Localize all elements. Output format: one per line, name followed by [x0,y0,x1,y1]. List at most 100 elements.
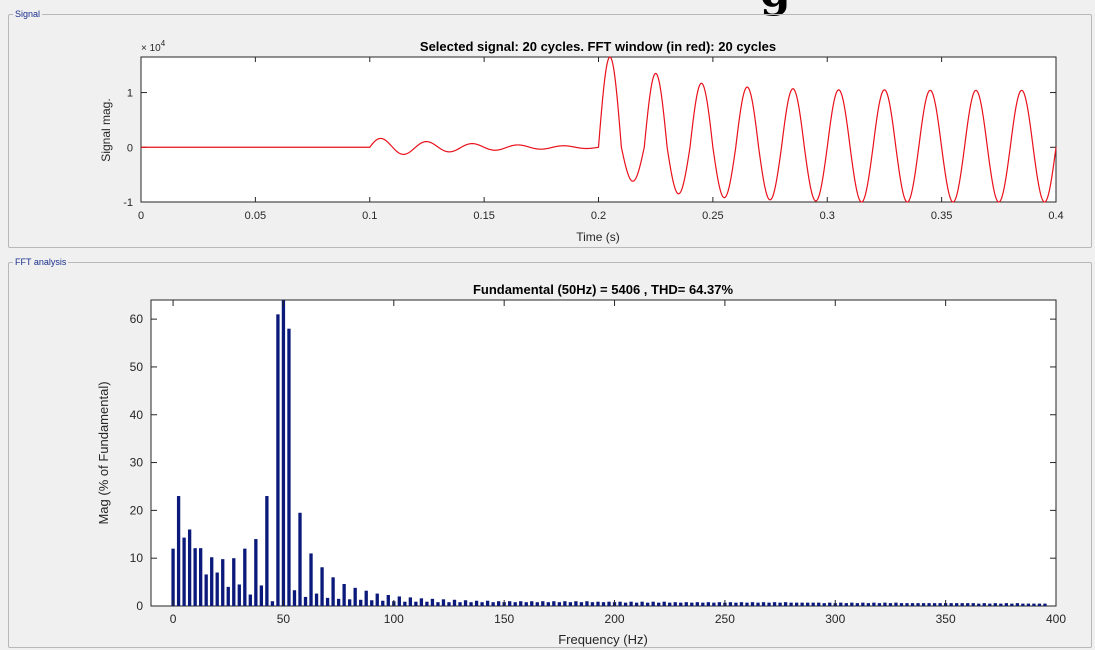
fft-bar [712,602,716,606]
fft-bar [381,600,385,606]
fft-bar [728,602,733,606]
fft-y-tick-label: 0 [136,599,143,613]
fft-bar [701,602,705,606]
fft-bar [966,603,970,606]
signal-x-tick-label: 0.3 [820,210,835,222]
fft-bar [342,584,346,606]
fft-bar [910,603,915,606]
fft-bar [999,603,1003,606]
fft-bar [668,602,672,606]
fft-bar [960,603,964,606]
fft-bar [485,600,490,606]
fft-bar [463,600,468,606]
signal-x-tick-label: 0.15 [473,210,494,222]
signal-plot-area [140,56,1057,203]
fft-bar [458,602,462,606]
fft-bar [436,602,440,606]
fft-bar [309,553,313,606]
fft-bar [199,548,203,606]
signal-y-exponent: × 104 [141,39,166,54]
fft-bar [767,602,771,606]
fft-bar [706,602,710,606]
fft-bar [585,601,589,606]
fft-bar [193,548,197,606]
fft-bar [982,603,986,606]
signal-x-tick-label: 0 [138,210,144,222]
fft-bar [353,587,357,606]
fft-bar [618,601,622,606]
fft-bar [745,602,749,606]
signal-x-tick-label: 0.2 [591,210,606,222]
fft-bar [883,602,887,606]
fft-bar [850,602,854,606]
fft-bar [182,537,186,606]
signal-chart-title: Selected signal: 20 cycles. FFT window (… [420,39,776,54]
fft-bar [292,590,297,606]
fft-bar [756,602,760,606]
fft-bar [331,577,335,606]
fft-bar [430,598,435,606]
fft-bar [938,603,942,606]
fft-bar [557,602,562,606]
fft-bar [259,585,264,606]
fft-bar [778,602,782,606]
fft-x-tick-label: 0 [170,612,177,626]
fft-bar [243,548,247,607]
fft-bar [232,558,236,606]
fft-x-axis-label: Frequency (Hz) [558,632,648,647]
fft-bar [1021,603,1025,606]
fft-chart-title: Fundamental (50Hz) = 5406 , THD= 64.37% [473,282,734,297]
fft-bar [497,601,501,606]
fft-bar [844,603,848,606]
fft-y-tick-label: 60 [130,312,144,326]
fft-bar [403,601,407,606]
fft-bar [1037,603,1042,606]
fft-x-tick-label: 350 [936,612,956,626]
fft-plot-area [150,299,1057,607]
fft-bar [916,603,920,606]
fft-bar [673,602,677,606]
fft-bar [806,602,810,606]
signal-y-tick-label: 1 [127,88,133,100]
fft-bar [375,593,379,606]
fft-bar [215,572,219,606]
fft-bar [276,314,280,606]
fft-panel-label: FFT analysis [13,257,69,267]
fft-bar [552,601,556,606]
signal-panel-label: Signal [13,9,43,19]
fft-bar [629,601,633,606]
fft-y-tick-label: 10 [130,551,144,565]
fft-bar [325,597,330,606]
fft-bar [386,595,390,606]
signal-x-tick-label: 0.25 [702,210,723,222]
fft-bar [265,496,269,606]
fft-bar [993,603,997,606]
fft-bar [590,602,595,606]
fft-x-tick-label: 250 [715,612,735,626]
fft-bar [789,602,793,606]
fft-bar [839,602,843,606]
fft-bar [817,602,821,606]
signal-panel: Signal [8,9,1092,248]
fft-bar [254,539,258,606]
fft-x-tick-label: 100 [384,612,404,626]
fft-bar [783,602,788,606]
fft-x-tick-label: 150 [494,612,514,626]
fft-bar [899,603,904,606]
fft-bar [679,602,683,606]
signal-x-tick-label: 0.4 [1048,210,1063,222]
fft-x-tick-label: 200 [605,612,625,626]
fft-bar [281,300,286,606]
fft-x-tick-label: 300 [825,612,845,626]
fft-bar [657,602,661,606]
fft-bar [872,602,876,606]
fft-bar [800,602,804,606]
fft-y-tick-label: 40 [130,408,144,422]
fft-bar [452,599,457,606]
fft-bar [739,602,744,606]
fft-bar [828,602,832,606]
fft-y-tick-label: 30 [130,456,144,470]
fft-bar [596,601,600,606]
fft-bar [977,603,981,606]
fft-y-tick-label: 20 [130,503,144,517]
